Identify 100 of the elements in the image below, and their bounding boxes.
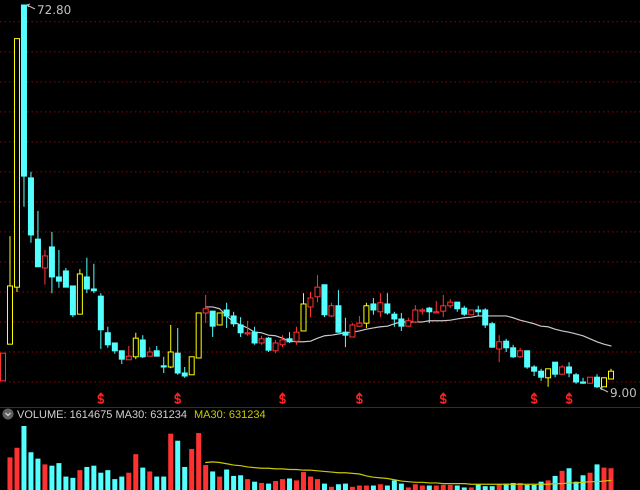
- bar: [35, 458, 40, 490]
- bar: [560, 470, 565, 490]
- chart-title: VOLUME: 1614675 MA30: 631234: [17, 409, 188, 421]
- bar: [266, 484, 272, 490]
- bar: [308, 476, 313, 490]
- bar: [49, 466, 54, 490]
- bar: [468, 487, 474, 490]
- candlestick: [496, 334, 502, 363]
- bar: [273, 481, 278, 490]
- bar: [28, 452, 34, 490]
- annotation: 72.80: [36, 3, 72, 17]
- candlestick: [559, 364, 566, 376]
- bar: [280, 479, 286, 490]
- bar: [210, 471, 216, 490]
- bar: [7, 457, 12, 490]
- bar: [112, 479, 118, 490]
- bar: [252, 482, 258, 490]
- bar: [412, 484, 418, 490]
- candlestick: [210, 310, 216, 338]
- bar: [14, 448, 20, 490]
- candlestick: [384, 292, 390, 316]
- candlestick: [594, 374, 600, 388]
- bar: [524, 484, 530, 490]
- bar: [552, 476, 558, 490]
- bar: [392, 480, 397, 490]
- candlestick: [545, 368, 552, 388]
- candlestick: [426, 306, 432, 324]
- bar: [147, 471, 152, 490]
- bar: [217, 476, 222, 490]
- bar: [154, 476, 160, 490]
- candlestick: [216, 312, 223, 326]
- candlestick: [140, 334, 146, 358]
- bar: [77, 470, 82, 490]
- candlestick: [377, 292, 384, 318]
- bar: [322, 484, 327, 490]
- bar: [336, 484, 341, 490]
- bar: [370, 486, 376, 490]
- bar: [168, 434, 174, 490]
- candlestick: [252, 326, 258, 346]
- bar: [406, 487, 411, 490]
- bar: [196, 433, 202, 490]
- bar: [532, 484, 537, 490]
- bar: [56, 463, 62, 490]
- bar: [175, 440, 180, 490]
- candlestick: [244, 320, 251, 336]
- bar: [434, 486, 439, 490]
- bar: [140, 468, 146, 490]
- bar: [356, 486, 362, 490]
- bar: [608, 468, 614, 490]
- bar: [259, 482, 264, 490]
- bar: [98, 472, 104, 490]
- bar: [119, 476, 124, 490]
- bar: [350, 486, 355, 490]
- candlestick: [552, 362, 558, 378]
- candlestick: [168, 324, 174, 369]
- bar: [448, 484, 453, 490]
- candlestick: [314, 274, 320, 303]
- candlestick: [294, 326, 300, 346]
- bar: [384, 486, 390, 490]
- text: MA30: 631234: [194, 409, 266, 421]
- bar: [161, 476, 166, 490]
- bar: [287, 478, 292, 490]
- candlestick: [238, 316, 244, 338]
- bar: [224, 470, 230, 490]
- bar: [364, 486, 369, 490]
- bar: [21, 426, 26, 490]
- candlestick: [160, 356, 167, 374]
- bar: [245, 479, 250, 490]
- bar: [238, 475, 244, 490]
- bar: [420, 486, 425, 490]
- bar: [182, 466, 188, 490]
- bar: [91, 466, 96, 490]
- candlestick: [328, 302, 334, 318]
- candlestick: [258, 335, 265, 346]
- candlestick: [266, 336, 272, 352]
- candlestick: [146, 346, 153, 357]
- bar: [294, 480, 300, 490]
- bar: [70, 478, 76, 490]
- bar: [378, 484, 383, 490]
- bar: [84, 466, 90, 490]
- bar: [63, 476, 68, 490]
- bar: [588, 472, 593, 490]
- bar: [133, 454, 138, 490]
- candlestick: [517, 347, 524, 358]
- bar: [105, 470, 110, 490]
- bar: [203, 465, 208, 490]
- bar: [231, 476, 236, 490]
- bar: [490, 486, 495, 490]
- bar: [440, 484, 446, 490]
- annotation: 9.00: [610, 386, 637, 400]
- candlestick: [433, 300, 440, 314]
- bar: [314, 479, 320, 490]
- bar: [482, 486, 488, 490]
- candlestick: [154, 345, 160, 357]
- bar: [42, 464, 48, 490]
- candlestick: [566, 362, 572, 378]
- bar: [398, 484, 404, 490]
- bar: [189, 449, 194, 490]
- bar: [594, 464, 600, 490]
- bar: [580, 475, 586, 490]
